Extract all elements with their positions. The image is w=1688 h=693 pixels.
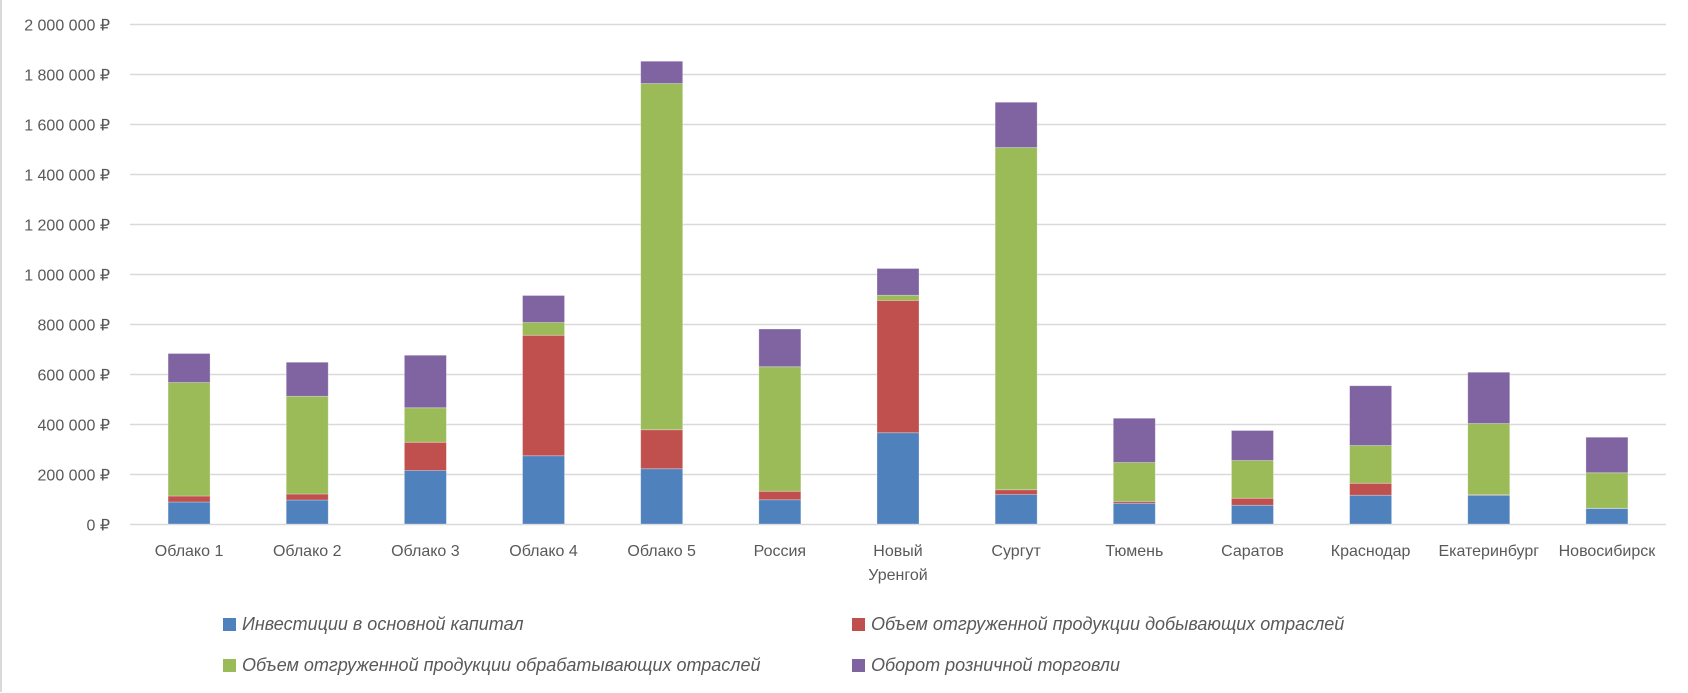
x-category-label: Саратов — [1221, 543, 1284, 560]
bar-segment — [876, 300, 920, 434]
bar-segment — [994, 489, 1038, 495]
bars — [167, 60, 1629, 525]
legend-label: Оборот розничной торговли — [871, 655, 1120, 675]
x-category-label: Облако 5 — [627, 543, 696, 560]
y-tick-label: 1 600 000 ₽ — [24, 118, 110, 135]
bar-segment — [876, 432, 920, 525]
bar-segment — [994, 494, 1038, 525]
x-category-label: Облако 4 — [509, 543, 578, 560]
bar-segment — [522, 295, 565, 323]
bar-segment — [758, 328, 802, 368]
bar-segment — [758, 366, 802, 492]
bar-segment — [1231, 504, 1274, 525]
y-axis-tick-labels: 0 ₽ 200 000 ₽ 400 000 ₽ 600 000 ₽ 800 000 ₽ 1… — [24, 18, 110, 535]
bar-segment — [994, 147, 1038, 491]
legend-swatch-red-icon — [852, 618, 865, 631]
bar-segment — [1585, 436, 1629, 474]
bar-segment — [403, 354, 447, 409]
x-category-label: Облако 3 — [391, 543, 460, 560]
x-category-label: Тюмень — [1105, 543, 1163, 560]
stacked-bar-chart: 0 ₽ 200 000 ₽ 400 000 ₽ 600 000 ₽ 800 000 ₽ 1… — [24, 18, 1666, 584]
bar-segment — [1349, 494, 1393, 525]
x-category-label: Новосибирск — [1559, 543, 1657, 560]
bar-segment — [640, 468, 684, 525]
bar-segment — [1467, 494, 1511, 525]
bar-segment — [403, 470, 447, 525]
bar-segment — [1112, 417, 1156, 463]
bar-segment — [403, 441, 447, 471]
bar-segment — [522, 322, 565, 336]
bar-segment — [1349, 385, 1393, 446]
bar-segment — [1349, 482, 1393, 496]
y-tick-label: 400 000 ₽ — [38, 418, 110, 435]
legend-swatch-purple-icon — [852, 659, 865, 672]
gridlines — [130, 23, 1666, 526]
bar-segment — [167, 382, 211, 497]
legend-swatch-blue-icon — [223, 618, 236, 631]
legend-swatch-green-icon — [223, 659, 236, 672]
bar-segment — [1349, 445, 1393, 484]
bar-segment — [1467, 423, 1511, 496]
y-tick-label: 1 800 000 ₽ — [24, 68, 110, 85]
bar-segment — [1112, 502, 1156, 525]
y-tick-label: 0 ₽ — [86, 518, 110, 535]
y-tick-label: 2 000 000 ₽ — [24, 18, 110, 35]
bar-segment — [994, 101, 1038, 148]
y-tick-label: 1 400 000 ₽ — [24, 168, 110, 185]
legend-item-investments: Инвестиции в основной капитал — [223, 614, 524, 635]
bar-segment — [1231, 460, 1274, 499]
bar-segment — [167, 353, 211, 383]
legend-label: Инвестиции в основной капитал — [242, 614, 524, 634]
bar-segment — [640, 83, 684, 431]
bar-segment — [758, 499, 802, 525]
bar-segment — [640, 429, 684, 470]
bar-segment — [1467, 371, 1511, 424]
y-tick-label: 1 200 000 ₽ — [24, 218, 110, 235]
legend-item-manufacturing: Объем отгруженной продукции обрабатывающ… — [223, 655, 760, 676]
bar-segment — [1585, 472, 1629, 509]
bar-segment — [285, 395, 329, 495]
legend-label: Объем отгруженной продукции обрабатывающ… — [242, 655, 761, 675]
legend-item-retail: Оборот розничной торговли — [852, 655, 1120, 676]
bar-segment — [758, 490, 802, 501]
bar-segment — [403, 407, 447, 443]
bar-segment — [285, 361, 329, 397]
bar-segment — [167, 495, 211, 503]
y-tick-label: 800 000 ₽ — [38, 318, 110, 335]
y-tick-label: 1 000 000 ₽ — [24, 268, 110, 285]
x-category-label: Облако 1 — [155, 543, 224, 560]
bar-segment — [876, 294, 920, 301]
bar-segment — [522, 455, 565, 525]
bar-segment — [1585, 508, 1629, 525]
bar-segment — [1112, 462, 1156, 502]
legend-label: Объем отгруженной продукции добывающих о… — [871, 614, 1345, 634]
bar-segment — [285, 499, 329, 525]
x-axis-category-labels: Облако 1 Облако 2 Облако 3 Облако 4 Облако 5… — [155, 543, 1656, 584]
y-tick-label: 200 000 ₽ — [38, 468, 110, 485]
x-category-label: Россия — [754, 543, 806, 560]
bar-segment — [640, 60, 684, 84]
bar-segment — [285, 493, 329, 501]
legend-item-extraction: Объем отгруженной продукции добывающих о… — [852, 614, 1344, 635]
bar-segment — [167, 501, 211, 525]
x-category-label: Екатеринбург — [1438, 543, 1539, 560]
x-category-label: Новый Уренгой — [868, 543, 927, 584]
x-category-label: Краснодар — [1331, 543, 1411, 560]
bar-segment — [1231, 430, 1274, 461]
y-tick-label: 600 000 ₽ — [38, 368, 110, 385]
bar-segment — [876, 268, 920, 296]
bar-segment — [1231, 497, 1274, 506]
x-category-label: Сургут — [991, 543, 1041, 560]
bar-segment — [522, 334, 565, 457]
x-category-label: Облако 2 — [273, 543, 342, 560]
